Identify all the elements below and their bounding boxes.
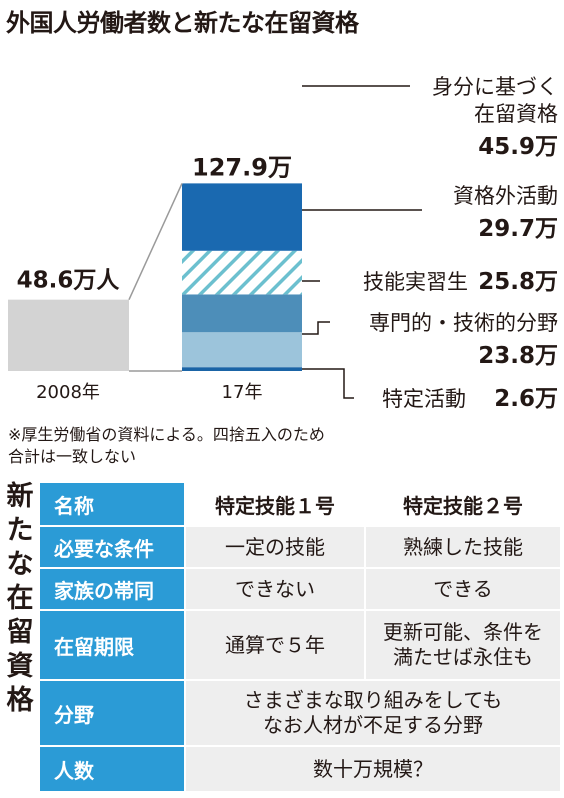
bar-2017-segment <box>182 294 302 333</box>
series-label: 技能実習生 <box>363 270 468 294</box>
side-title-char: た <box>6 515 34 546</box>
table-cell: 更新可能、条件を 満たせば永住も <box>364 609 562 681</box>
row-label: 在留期限 <box>38 609 186 681</box>
side-title-char: 在 <box>6 583 34 614</box>
connector-line <box>128 183 183 300</box>
table-row-count: 人数 数十万規模？ <box>38 745 562 793</box>
series-label: 資格外活動 <box>453 184 558 208</box>
x-tick-label: 17年 <box>222 382 263 403</box>
series-value: 25.8万 <box>478 269 558 295</box>
series-label: 身分に基づく <box>432 75 558 99</box>
cell-line: 更新可能、条件を <box>383 620 543 644</box>
side-title-char: な <box>6 549 34 580</box>
cell-line: 満たせば永住も <box>393 645 533 669</box>
cell-line: なお人材が不足する分野 <box>263 713 483 737</box>
series-value: 45.9万 <box>478 134 558 160</box>
header-name-cell: 名称 <box>38 481 186 527</box>
header-type2-cell: 特定技能２号 <box>364 481 562 527</box>
side-title-char: 資 <box>6 651 34 682</box>
leader-line <box>302 368 354 399</box>
row-label: 分野 <box>38 679 186 747</box>
bar-2017-segment <box>182 250 302 295</box>
visa-comparison-table: 名称 特定技能１号 特定技能２号 必要な条件 一定の技能 熟練した技能 家族の帯… <box>38 481 562 793</box>
series-label: 特定活動 <box>382 387 466 411</box>
series-value: 2.6万 <box>494 386 558 412</box>
table-cell-merged: 数十万規模？ <box>184 745 562 793</box>
bar-2017-segment <box>182 367 302 371</box>
series-label: 在留資格 <box>474 102 558 126</box>
table-row-period: 在留期限 通算で５年 更新可能、条件を 満たせば永住も <box>38 609 562 681</box>
table-cell-merged: さまざまな取り組みをしても なお人材が不足する分野 <box>184 679 562 747</box>
chart-title: 外国人労働者数と新たな在留資格 <box>6 9 359 37</box>
table-cell: できない <box>184 567 366 611</box>
leader-line <box>302 321 330 335</box>
row-label: 必要な条件 <box>38 525 186 569</box>
row-label: 人数 <box>38 745 186 793</box>
source-note: ※厚生労働省の資料による。四捨五入のため <box>8 425 325 444</box>
row-label: 家族の帯同 <box>38 567 186 611</box>
table-row-requirement: 必要な条件 一定の技能 熟練した技能 <box>38 525 562 569</box>
table-cell: できる <box>364 567 562 611</box>
source-note-cont: 合計は一致しない <box>8 447 137 466</box>
cell-line: さまざまな取り組みをしても <box>243 688 503 712</box>
side-title-char: 留 <box>6 617 34 648</box>
bar-2008 <box>8 299 129 371</box>
side-title-char: 格 <box>6 685 34 716</box>
table-cell: 通算で５年 <box>184 609 366 681</box>
bar-2017-segment <box>182 332 302 368</box>
x-tick-label: 2008年 <box>36 382 100 403</box>
label-2017-total: 127.9万 <box>192 153 292 181</box>
table-header-row: 名称 特定技能１号 特定技能２号 <box>38 481 562 527</box>
table-cell: 一定の技能 <box>184 525 366 569</box>
series-label: 専門的・技術的分野 <box>369 311 558 335</box>
label-2008-value: 48.6万人 <box>17 268 121 294</box>
table-row-family: 家族の帯同 できない できる <box>38 567 562 611</box>
table-row-field: 分野 さまざまな取り組みをしても なお人材が不足する分野 <box>38 679 562 747</box>
bar-2017-segment <box>182 183 302 251</box>
side-title-char: 新 <box>6 481 34 512</box>
header-type1-cell: 特定技能１号 <box>184 481 366 527</box>
table-side-title: 新たな在留資格 <box>4 480 36 718</box>
table-cell: 熟練した技能 <box>364 525 562 569</box>
series-value: 23.8万 <box>478 343 558 369</box>
series-value: 29.7万 <box>478 216 558 242</box>
